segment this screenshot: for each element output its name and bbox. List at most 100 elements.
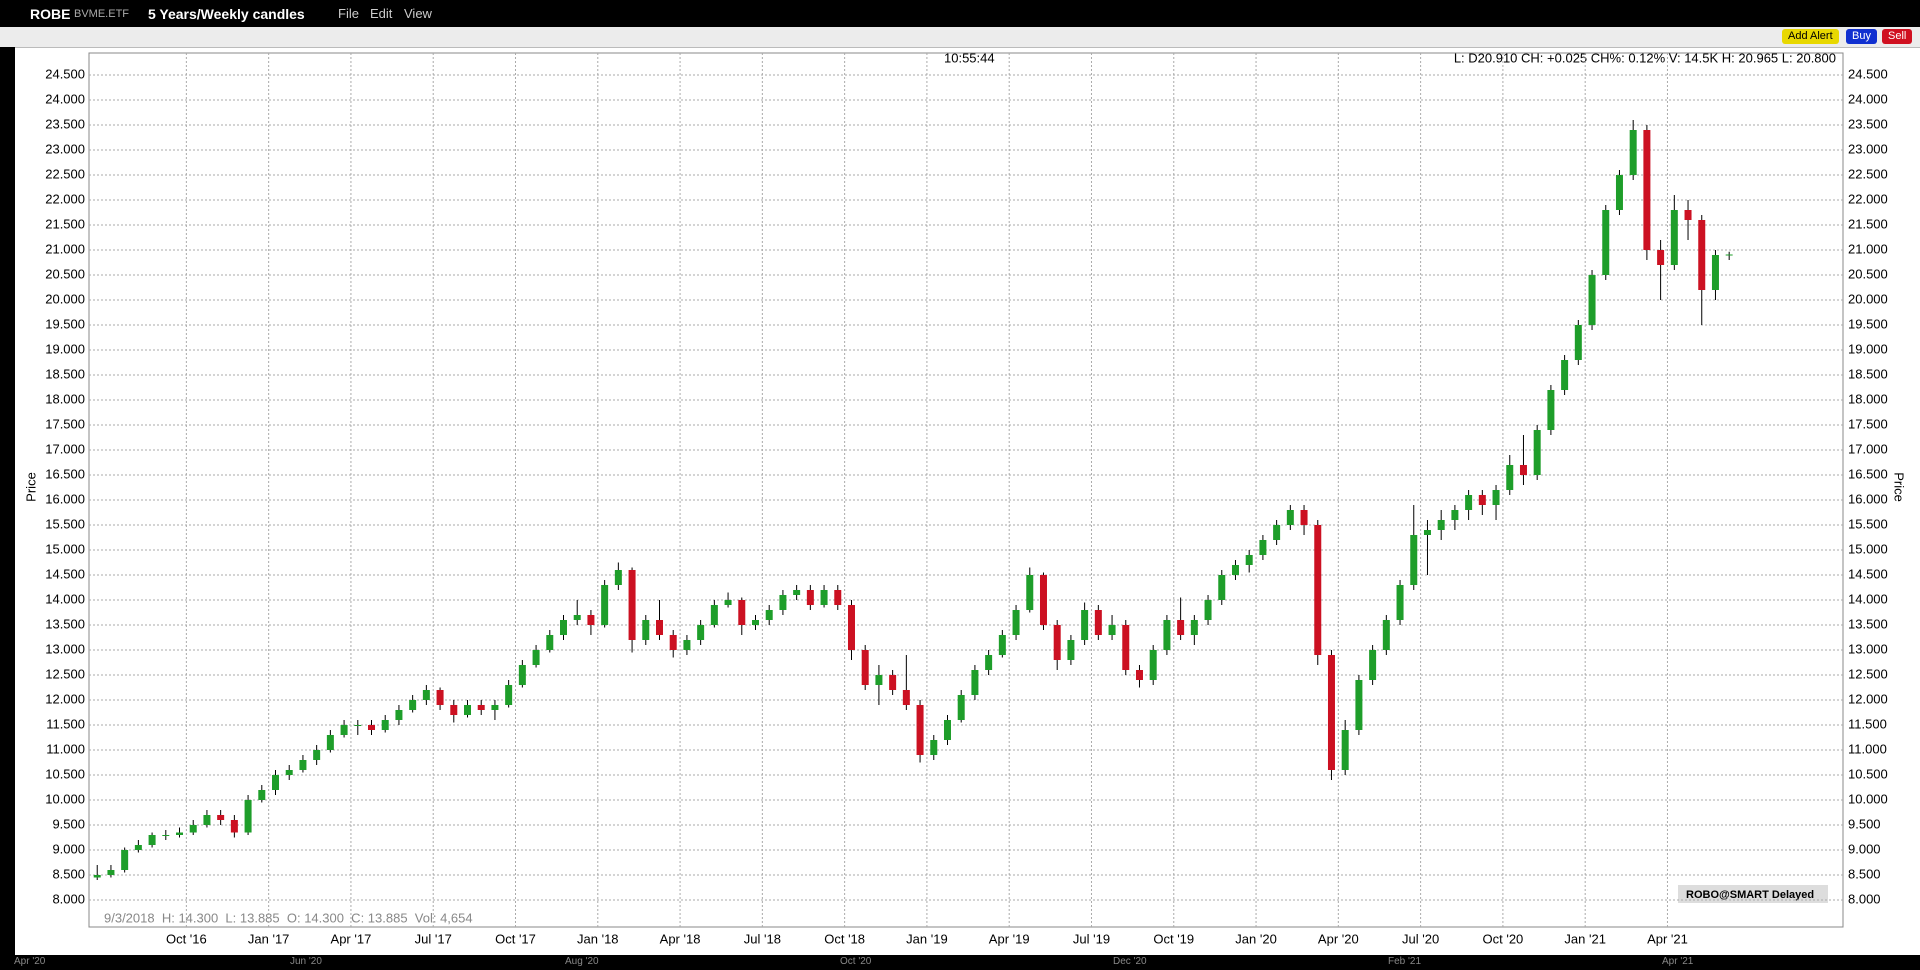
- y-tick-label: 15.500: [45, 516, 85, 531]
- candle-body: [93, 875, 101, 878]
- candle-body: [601, 585, 609, 625]
- candle-body: [381, 720, 389, 730]
- x-tick-label: Jan '18: [577, 931, 619, 946]
- y-tick-label: 13.500: [45, 616, 85, 631]
- candle-body: [532, 650, 540, 665]
- candle-body: [1533, 430, 1541, 475]
- y-tick-label: 17.500: [45, 416, 85, 431]
- candle-body: [189, 825, 197, 833]
- candle-body: [930, 740, 938, 755]
- y-tick-label-right: 24.000: [1848, 91, 1888, 106]
- candle-body: [751, 620, 759, 625]
- nav-label: Jun '20: [290, 956, 322, 967]
- nav-label: Apr '20: [14, 956, 46, 967]
- candle-body: [1245, 555, 1253, 565]
- y-tick-label-right: 23.500: [1848, 116, 1888, 131]
- candle-body: [710, 605, 718, 625]
- y-tick-label-right: 13.500: [1848, 616, 1888, 631]
- candle-body: [1423, 530, 1431, 535]
- candle-body: [203, 815, 211, 825]
- y-tick-label-right: 21.500: [1848, 216, 1888, 231]
- y-tick-label-right: 15.500: [1848, 516, 1888, 531]
- candle-body: [916, 705, 924, 755]
- symbol[interactable]: ROBE: [30, 6, 71, 22]
- x-tick-label: Oct '19: [1153, 931, 1194, 946]
- y-tick-label: 10.000: [45, 791, 85, 806]
- candle-body: [121, 850, 129, 870]
- y-tick-label-right: 17.500: [1848, 416, 1888, 431]
- exchange[interactable]: BVME.ETF: [74, 8, 130, 20]
- x-tick-label: Jul '19: [1073, 931, 1110, 946]
- candle-body: [1465, 495, 1473, 510]
- candle-body: [134, 845, 142, 850]
- candle-body: [354, 725, 362, 726]
- y-tick-label-right: 20.000: [1848, 291, 1888, 306]
- x-tick-label: Apr '21: [1647, 931, 1688, 946]
- candle-body: [765, 610, 773, 620]
- candle-body: [1067, 640, 1075, 660]
- buy-button[interactable]: Buy: [1846, 29, 1877, 44]
- nav-label: Aug '20: [565, 956, 599, 967]
- candle-body: [1506, 465, 1514, 490]
- candle-body: [313, 750, 321, 760]
- candle-body: [1657, 250, 1665, 265]
- y-tick-label: 23.000: [45, 141, 85, 156]
- candle-body: [1259, 540, 1267, 555]
- candle-body: [244, 800, 252, 833]
- x-tick-label: Apr '17: [331, 931, 372, 946]
- candle-body: [1561, 360, 1569, 390]
- candle-body: [1149, 650, 1157, 680]
- clock: 10:55:44: [944, 50, 995, 65]
- candle-body: [1451, 510, 1459, 520]
- candle-body: [738, 600, 746, 625]
- candle-body: [669, 635, 677, 650]
- candle-body: [779, 595, 787, 610]
- candle-body: [217, 815, 225, 820]
- candle-body: [1231, 565, 1239, 575]
- candle-body: [1396, 585, 1404, 620]
- add-alert-button[interactable]: Add Alert: [1782, 29, 1839, 44]
- y-tick-label-right: 21.000: [1848, 241, 1888, 256]
- x-tick-label: Jul '17: [415, 931, 452, 946]
- nav-label: Dec '20: [1113, 956, 1147, 967]
- y-axis-title-right: Price: [1892, 472, 1907, 502]
- candle-body: [573, 615, 581, 620]
- y-tick-label: 19.500: [45, 316, 85, 331]
- y-tick-label-right: 18.500: [1848, 366, 1888, 381]
- x-tick-label: Jul '20: [1402, 931, 1439, 946]
- period[interactable]: 5 Years/Weekly candles: [148, 6, 305, 22]
- y-tick-label: 24.000: [45, 91, 85, 106]
- candle-body: [1094, 610, 1102, 635]
- nav-label: Feb '21: [1388, 956, 1422, 967]
- y-tick-label: 10.500: [45, 766, 85, 781]
- y-tick-label-right: 20.500: [1848, 266, 1888, 281]
- candle-body: [1382, 620, 1390, 650]
- menu-edit[interactable]: Edit: [370, 6, 393, 21]
- candle-body: [889, 675, 897, 690]
- y-tick-label-right: 16.500: [1848, 466, 1888, 481]
- candle-body: [258, 790, 266, 800]
- candle-body: [1547, 390, 1555, 430]
- candle-body: [1273, 525, 1281, 540]
- candle-body: [834, 590, 842, 605]
- candle-body: [230, 820, 238, 833]
- y-tick-label: 14.500: [45, 566, 85, 581]
- y-tick-label: 22.500: [45, 166, 85, 181]
- candle-body: [820, 590, 828, 605]
- menu-file[interactable]: File: [338, 6, 359, 21]
- candle-body: [176, 832, 184, 835]
- candle-body: [1122, 625, 1130, 670]
- y-tick-label-right: 22.000: [1848, 191, 1888, 206]
- candle-body: [518, 665, 526, 685]
- badge-bg: [1678, 885, 1828, 903]
- candle-body: [587, 615, 595, 625]
- candle-body: [148, 835, 156, 845]
- menu-view[interactable]: View: [404, 6, 432, 21]
- x-tick-label: Jan '17: [248, 931, 290, 946]
- x-tick-label: Apr '18: [660, 931, 701, 946]
- candle-body: [642, 620, 650, 640]
- candle-body: [1478, 495, 1486, 505]
- y-tick-label-right: 12.000: [1848, 691, 1888, 706]
- sell-button[interactable]: Sell: [1882, 29, 1913, 44]
